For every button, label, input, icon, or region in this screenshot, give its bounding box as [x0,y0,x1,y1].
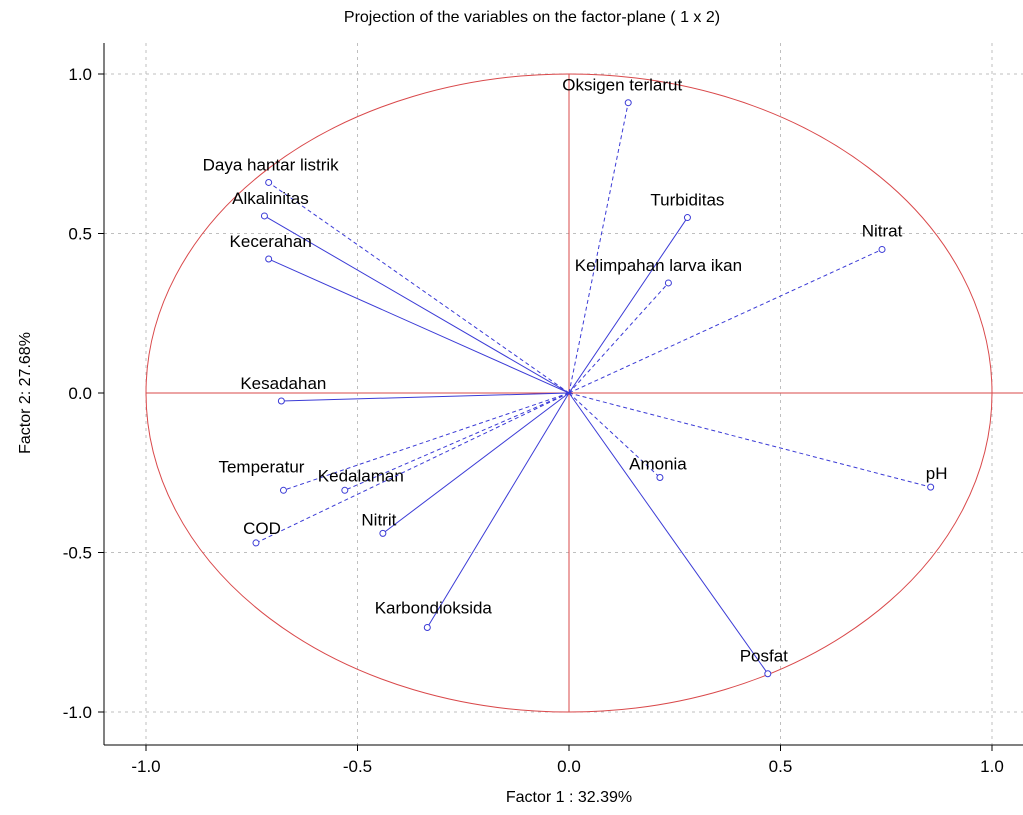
vector-line [281,392,570,402]
plot-area: -1.0 -0.5 0.0 0.5 1.0 1.0 0.5 0.0 -0.5 -1.0 Oksige… [63,43,1023,776]
y-tick-label: 0.5 [68,225,92,244]
chart-title: Projection of the variables on the facto… [344,9,720,26]
vector-line [264,215,570,394]
vector-line [255,392,570,544]
vector-line [268,258,570,394]
x-tick-label: 0.5 [769,757,793,776]
vector-point [764,670,772,678]
x-tick-label: -0.5 [343,757,372,776]
vector-line [283,392,570,491]
vector-line [568,248,883,394]
vector-line [568,102,629,394]
variable-label: pH [926,464,948,483]
variable-label: Nitrit [361,510,396,529]
vector-line [568,392,931,488]
vector-point [341,486,349,494]
variable-label: Turbiditas [650,191,724,210]
variable-label: Temperatur [218,457,304,476]
vector-line [568,217,688,394]
variable-label: COD [243,519,281,538]
y-tick-label: -1.0 [63,703,92,722]
x-tick-label: -1.0 [131,757,160,776]
x-tick-label: 1.0 [980,757,1004,776]
vector-line [268,182,570,394]
vector-point [379,529,387,537]
vector-point [279,486,287,494]
vector-point [265,255,273,263]
vector-point [656,474,664,482]
variable-label: Kesadahan [240,374,326,393]
vector-point [683,214,691,222]
vector-point [423,623,431,631]
variable-label: Kelimpahan larva ikan [575,256,742,275]
vector-point [664,279,672,287]
variable-label: Posfat [740,647,788,666]
vector-point [624,99,632,107]
vector-point [277,397,285,405]
vector-point [252,539,260,547]
vector-point [878,245,886,253]
vector-line [344,392,570,491]
variable-label: Amonia [629,455,687,474]
vector-line [426,392,570,628]
y-tick-label: -0.5 [63,544,92,563]
y-tick-label: 1.0 [68,65,92,84]
variable-label: Karbondioksida [375,598,493,617]
vector-line [568,392,769,675]
vector-line [382,392,570,534]
variable-label: Kedalaman [318,466,404,485]
variable-label: Daya hantar listrik [203,155,340,174]
x-axis-label: Factor 1 : 32.39% [506,789,632,806]
variable-label: Alkalinitas [232,189,309,208]
vector-point [927,483,935,491]
vector-line [568,282,669,394]
variable-label: Nitrat [862,221,903,240]
variable-label: Oksigen terlarut [562,76,682,95]
vector-point [260,212,268,220]
vector-point [265,178,273,186]
y-tick-label: 0.0 [68,384,92,403]
x-tick-label: 0.0 [557,757,581,776]
y-axis-label: Factor 2: 27.68% [17,332,34,454]
variable-label: Kecerahan [230,232,312,251]
